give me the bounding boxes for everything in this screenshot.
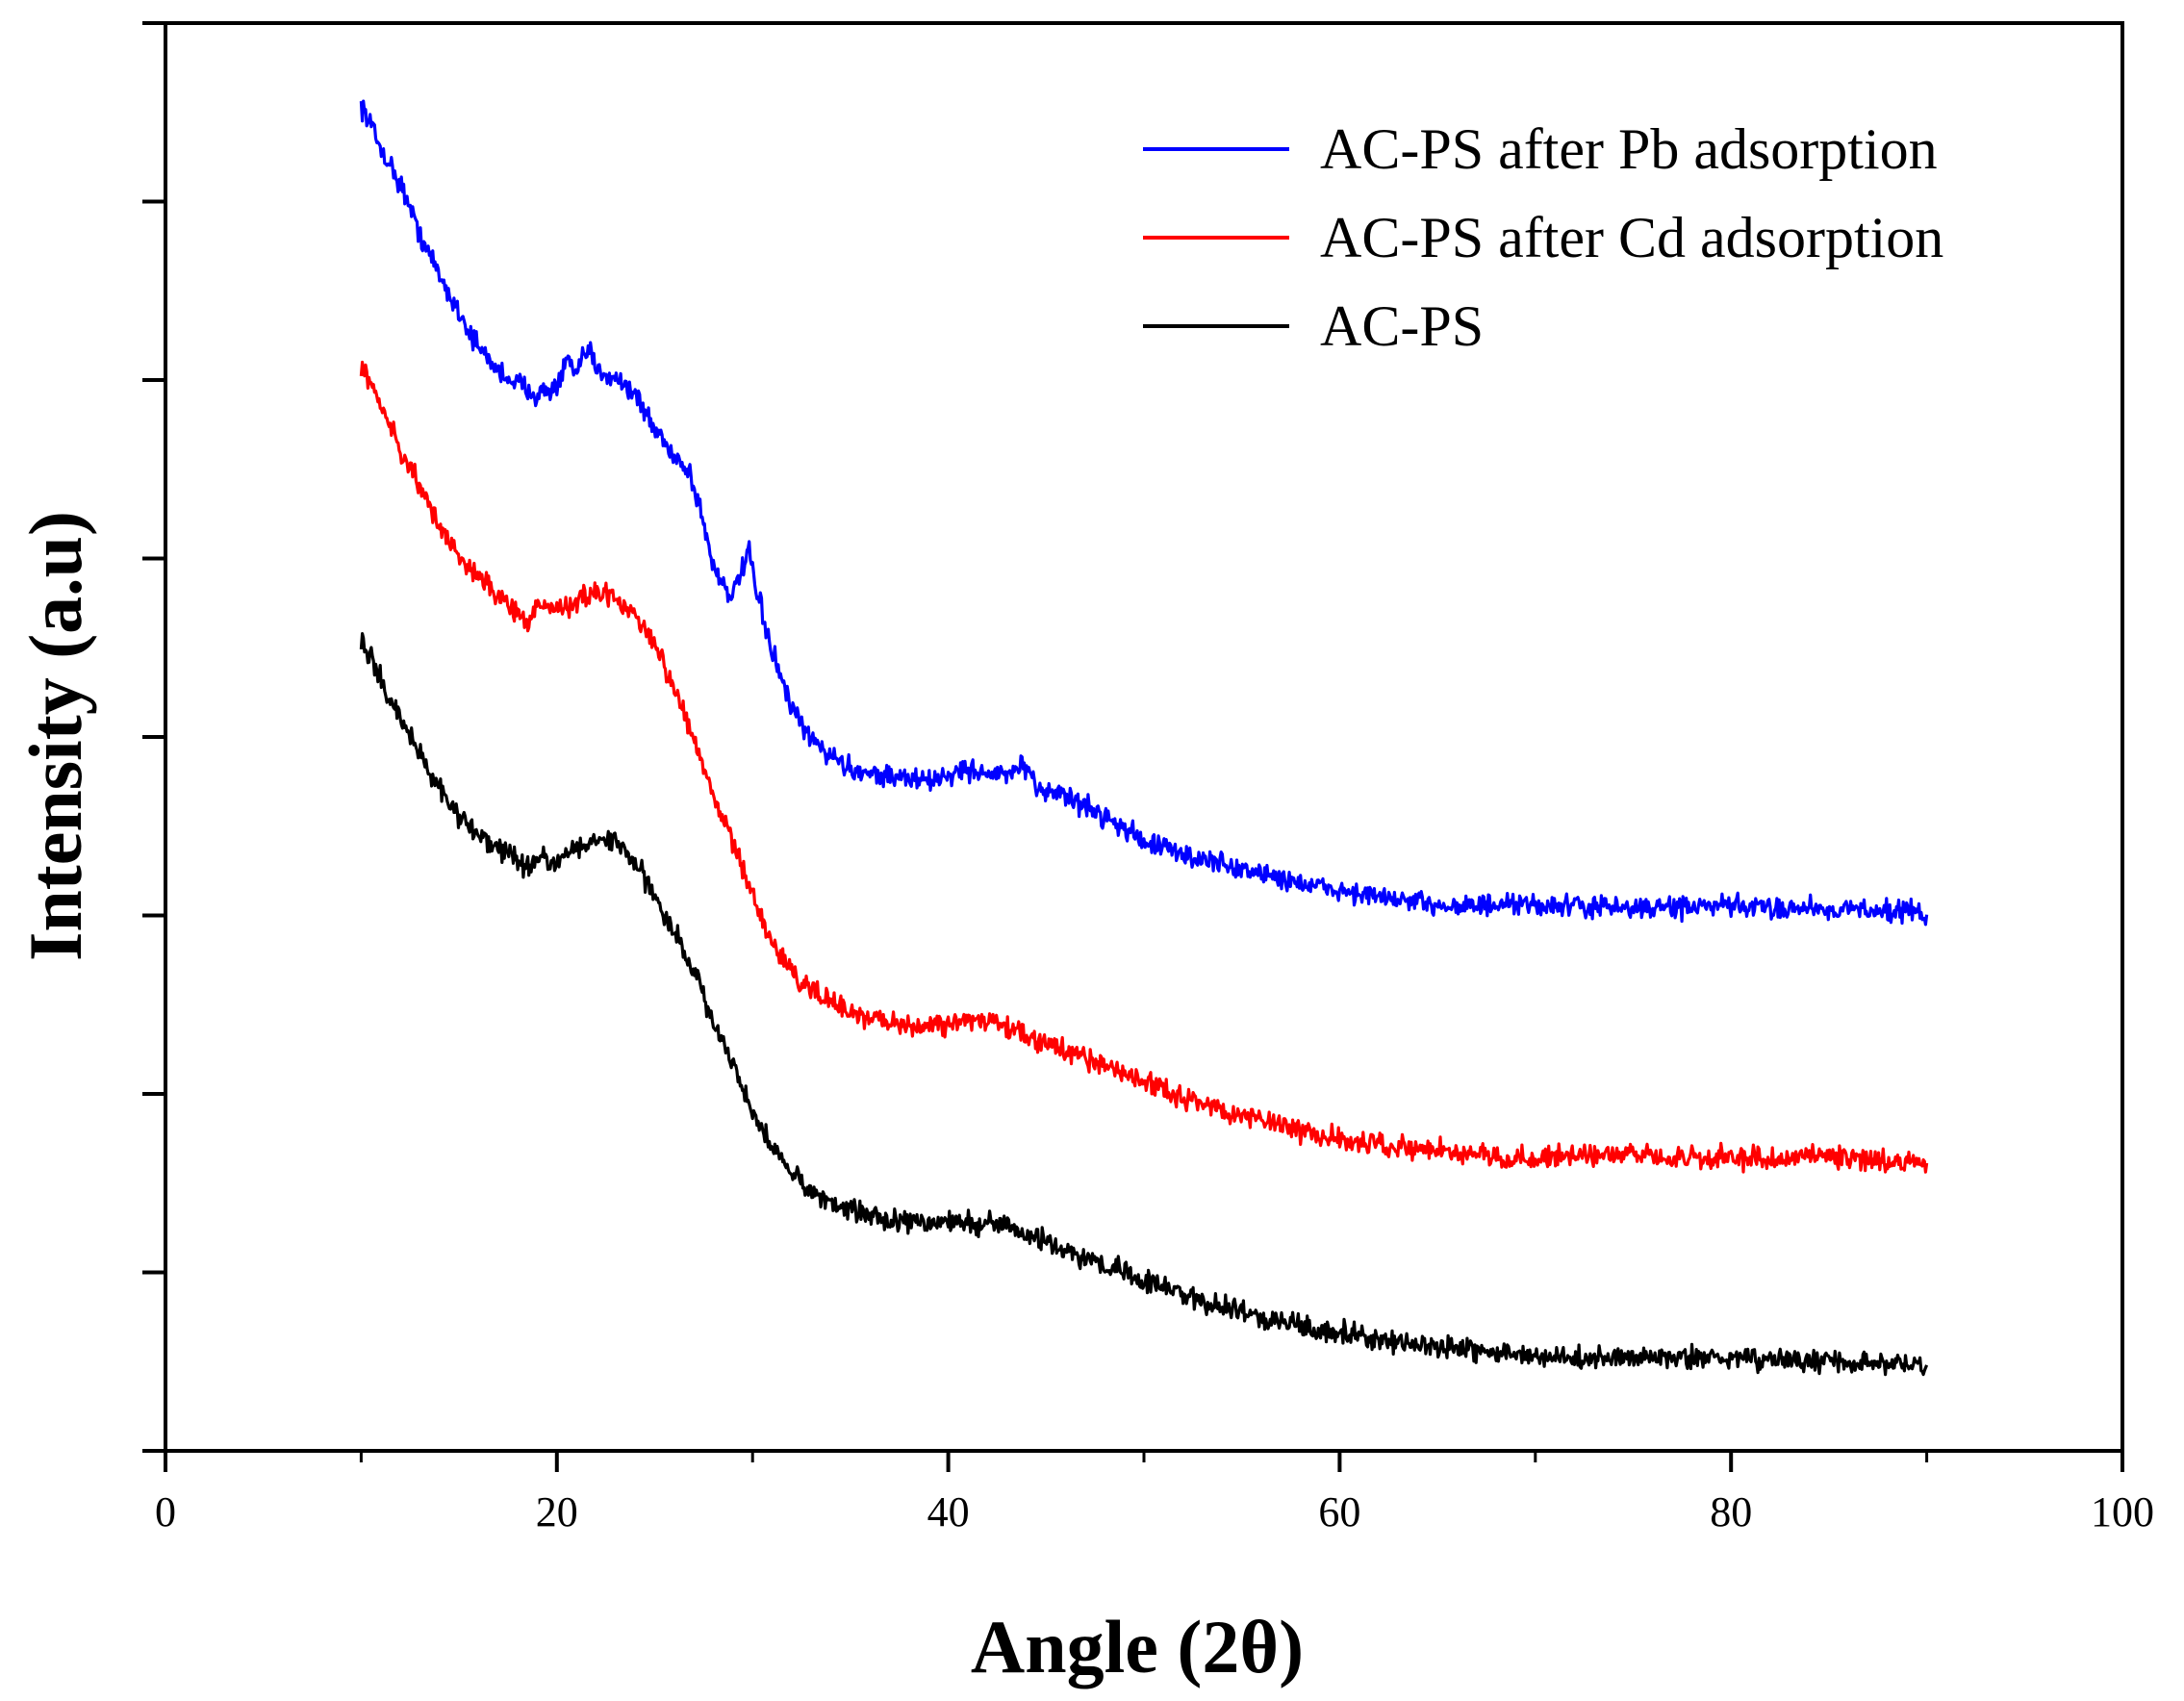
series-line-0: [359, 99, 1929, 927]
plot-frame: [164, 21, 2124, 1453]
legend-label: AC-PS after Pb adsorption: [1320, 117, 1938, 181]
x-tick-label: 40: [927, 1488, 970, 1536]
series-lines: [359, 99, 1929, 1377]
x-tick-label: 0: [155, 1488, 176, 1536]
x-axis-title: Angle (2θ): [971, 1605, 1304, 1688]
legend-label: AC-PS: [1320, 294, 1484, 358]
axis-ticks: [142, 21, 2124, 1472]
x-tick-label: 80: [1710, 1488, 1752, 1536]
x-tick-label: 60: [1318, 1488, 1360, 1536]
legend-label: AC-PS after Cd adsorption: [1320, 206, 1943, 269]
series-line-2: [359, 632, 1929, 1377]
series-line-1: [359, 360, 1929, 1174]
y-axis-title: Intensity (a.u): [13, 511, 97, 961]
legend: AC-PS after Pb adsorption AC-PS after Cd …: [1143, 117, 1943, 358]
x-tick-label: 100: [2091, 1488, 2154, 1536]
x-tick-labels: 0 20 40 60 80 100: [155, 1488, 2154, 1536]
x-tick-label: 20: [536, 1488, 578, 1536]
